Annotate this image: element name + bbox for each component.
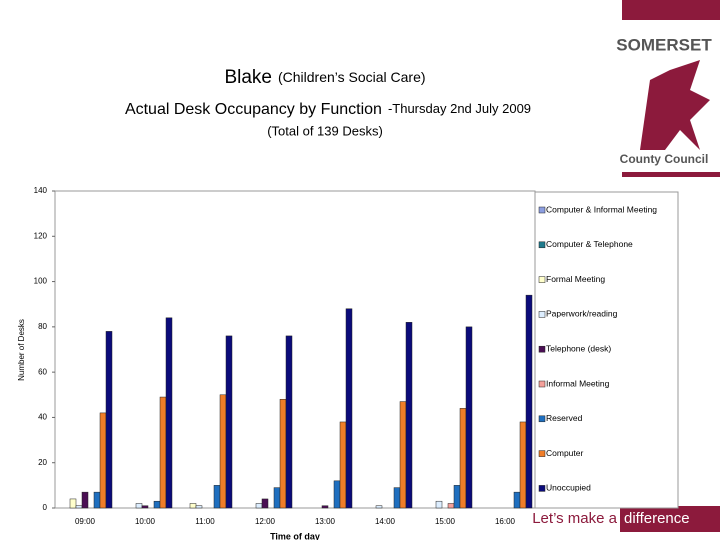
bar: [141, 505, 149, 509]
bar: [447, 503, 455, 509]
bar: [159, 396, 167, 509]
bar: [225, 335, 233, 509]
bar: [255, 503, 263, 509]
bar: [513, 491, 521, 509]
bar: [135, 503, 143, 509]
x-tick-label: 12:00: [255, 517, 276, 526]
y-tick-label: 60: [38, 367, 47, 376]
bar: [105, 331, 113, 509]
legend-swatch: [538, 276, 546, 283]
bar: [345, 308, 353, 509]
legend-swatch: [538, 241, 546, 249]
legend-swatch: [538, 311, 546, 318]
tagline-b: difference: [624, 510, 690, 527]
legend: [534, 191, 679, 509]
legend-swatch: [538, 450, 546, 457]
bar: [459, 408, 467, 509]
legend-label: Telephone (desk): [546, 343, 611, 353]
bar: [219, 394, 227, 509]
legend-label: Paperwork/reading: [546, 309, 618, 319]
x-tick-label: 13:00: [315, 517, 336, 526]
x-tick-label: 15:00: [435, 517, 456, 526]
legend-swatch: [538, 206, 546, 214]
line2-main: Actual Desk Occupancy by Function: [125, 101, 382, 118]
line2-sub: -Thursday 2nd July 2009: [388, 101, 531, 116]
logo-top: SOMERSET: [616, 35, 712, 54]
y-tick-label: 100: [34, 277, 48, 286]
bar: [273, 487, 281, 509]
title-line-1: Blake (Children’s Social Care): [224, 67, 425, 88]
bar: [153, 500, 161, 509]
brand-line: [622, 172, 720, 177]
bar: [321, 505, 329, 509]
bar: [189, 503, 197, 509]
bar: [435, 500, 443, 509]
bar: [399, 401, 407, 509]
legend-swatch: [538, 345, 546, 353]
tagline-a: Let’s make a: [532, 510, 617, 527]
legend-swatch: [538, 485, 546, 492]
legend-label: Informal Meeting: [546, 378, 610, 388]
bar: [81, 491, 89, 509]
bar: [99, 412, 107, 509]
title-main: Blake: [224, 67, 272, 88]
legend-label: Computer & Telephone: [546, 239, 633, 249]
legend-label: Reserved: [546, 413, 583, 423]
bar: [285, 335, 293, 509]
legend-label: Formal Meeting: [546, 274, 605, 284]
bar: [69, 498, 77, 509]
legend-label: Computer: [546, 448, 583, 458]
bar: [453, 485, 461, 509]
y-tick-label: 0: [43, 503, 48, 512]
bar: [375, 505, 383, 509]
plot-area: [54, 190, 536, 509]
y-tick-label: 140: [34, 186, 48, 195]
x-tick-label: 11:00: [195, 517, 215, 526]
x-tick-label: 16:00: [495, 517, 516, 526]
y-tick-label: 40: [38, 413, 47, 422]
bar: [519, 421, 527, 509]
title-line-3: (Total of 139 Desks): [267, 123, 383, 138]
legend-label: Unoccupied: [546, 483, 591, 493]
bar: [279, 399, 287, 509]
y-tick-label: 80: [38, 322, 47, 331]
bar: [195, 505, 203, 509]
bar: [405, 322, 413, 509]
bar: [465, 326, 473, 509]
y-axis-label: Number of Desks: [17, 319, 26, 381]
x-tick-label: 10:00: [135, 517, 156, 526]
bar: [93, 491, 101, 509]
title-line-2: Actual Desk Occupancy by Function -Thursd…: [125, 101, 531, 118]
legend-swatch: [538, 415, 546, 423]
bar: [165, 317, 173, 509]
bar: [393, 487, 401, 509]
bar: [213, 485, 221, 509]
logo-bottom: County Council: [620, 152, 709, 166]
bar: [339, 421, 347, 509]
tagline-bg: [620, 506, 720, 532]
bar: [525, 294, 533, 509]
x-axis-label: Time of day: [270, 531, 320, 540]
x-tick-label: 09:00: [75, 517, 96, 526]
brand-strip: [622, 0, 720, 20]
bar: [261, 498, 269, 509]
bar: [333, 480, 341, 509]
y-tick-label: 20: [38, 458, 47, 467]
bar: [75, 505, 83, 509]
y-tick-label: 120: [34, 231, 48, 240]
logo-dragon: [640, 60, 710, 150]
title-sub: (Children’s Social Care): [278, 69, 426, 85]
legend-label: Computer & Informal Meeting: [546, 204, 657, 214]
x-tick-label: 14:00: [375, 517, 396, 526]
legend-swatch: [538, 380, 546, 388]
